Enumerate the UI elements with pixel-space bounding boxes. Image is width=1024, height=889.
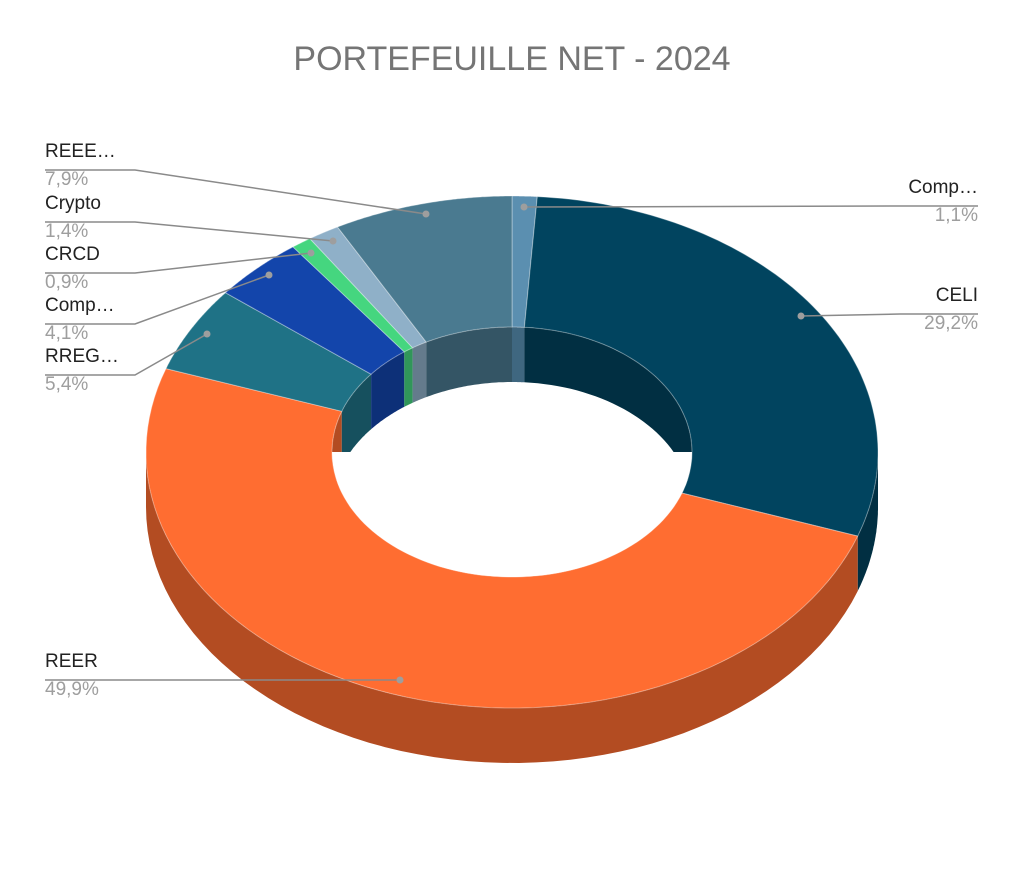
slice-label-4: Comp…: [45, 295, 115, 316]
slice-pct-1: 29,2%: [924, 313, 978, 334]
leader-dot-4: [265, 271, 273, 279]
leader-line-3: [45, 333, 208, 376]
leader-dot-3: [203, 330, 211, 338]
inner-wall-0-0: [512, 327, 525, 383]
slice-label-3: RREG…: [45, 346, 119, 367]
slice-label-7: REEE…: [45, 141, 116, 162]
inner-wall-3-1: [341, 374, 372, 467]
slice-pct-0: 1,1%: [935, 205, 978, 226]
slice-labels: Comp… 1,1% CELI 29,2% REER 49,9% RREG… 5,4% Comp…: [45, 141, 978, 700]
slice-pct-5: 0,9%: [45, 272, 88, 293]
leader-dot-6: [329, 237, 337, 245]
leader-dot-5: [307, 249, 315, 257]
leader-line-1: [800, 313, 978, 317]
leader-line-6: [45, 221, 334, 242]
inner-walls: [332, 327, 692, 507]
slice-pct-6: 1,4%: [45, 221, 88, 242]
hole-front: [332, 452, 692, 577]
inner-wall-6-1: [412, 342, 427, 403]
slice-pct-4: 4,1%: [45, 323, 88, 344]
chart-title: PORTEFEUILLE NET - 2024: [293, 40, 731, 78]
leader-dot-1: [797, 312, 805, 320]
slice-pct-2: 49,9%: [45, 679, 99, 700]
leader-dot-2: [396, 676, 404, 684]
inner-wall-7-1: [426, 327, 512, 398]
slice-label-5: CRCD: [45, 244, 100, 265]
inner-wall-4-1: [371, 351, 405, 430]
leader-lines: [45, 169, 978, 684]
slice-label-1: CELI: [936, 285, 978, 306]
slice-side-1: [857, 452, 878, 592]
leader-line-7: [45, 169, 427, 215]
slice-side-2: [146, 452, 858, 763]
slice-pct-3: 5,4%: [45, 374, 88, 395]
leader-line-4: [45, 274, 270, 325]
slice-label-0: Comp…: [908, 177, 978, 198]
slice-tops: [145, 195, 879, 709]
inner-wall-5-1: [404, 347, 413, 407]
leader-line-0: [523, 205, 978, 208]
leader-dot-7: [422, 210, 430, 218]
slice-label-2: REER: [45, 651, 98, 672]
slice-pct-7: 7,9%: [45, 169, 88, 190]
inner-wall-1-0: [524, 327, 692, 507]
slice-sides: [146, 452, 878, 763]
leader-line-5: [45, 252, 312, 274]
slice-label-6: Crypto: [45, 193, 101, 214]
leader-dot-0: [520, 203, 528, 211]
